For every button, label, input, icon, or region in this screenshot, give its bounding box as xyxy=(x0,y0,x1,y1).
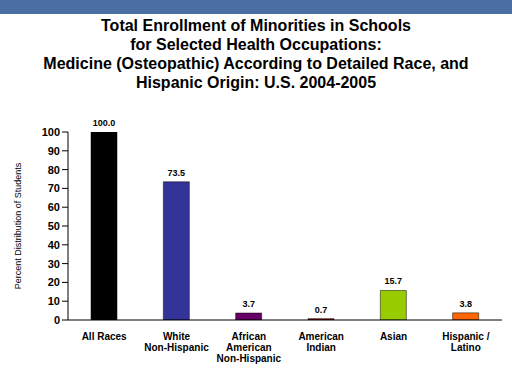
svg-text:100.0: 100.0 xyxy=(93,118,116,128)
svg-text:WhiteNon-Hispanic: WhiteNon-Hispanic xyxy=(144,331,209,353)
svg-text:AfricanAmericanNon-Hispanic: AfricanAmericanNon-Hispanic xyxy=(217,331,282,364)
svg-text:0.7: 0.7 xyxy=(315,305,328,315)
svg-text:60: 60 xyxy=(48,201,60,213)
svg-text:3.8: 3.8 xyxy=(459,299,472,309)
svg-text:10: 10 xyxy=(48,295,60,307)
svg-text:15.7: 15.7 xyxy=(385,276,403,286)
svg-text:0: 0 xyxy=(54,314,60,326)
svg-text:20: 20 xyxy=(48,276,60,288)
html-text:Total Enrollment of Minorities: Total Enrollment of Minorities in School… xyxy=(43,17,469,91)
svg-text:73.5: 73.5 xyxy=(168,168,186,178)
svg-text:80: 80 xyxy=(48,164,60,176)
svg-text:90: 90 xyxy=(48,145,60,157)
svg-text:30: 30 xyxy=(48,258,60,270)
svg-text:Asian: Asian xyxy=(380,331,407,342)
svg-text:All Races: All Races xyxy=(82,331,127,342)
svg-text:50: 50 xyxy=(48,220,60,232)
svg-text:3.7: 3.7 xyxy=(242,299,255,309)
svg-text:100: 100 xyxy=(42,126,60,138)
svg-text:40: 40 xyxy=(48,239,60,251)
svg-text:Percent Distribution of Studen: Percent Distribution of Students xyxy=(13,162,23,289)
svg-text:70: 70 xyxy=(48,182,60,194)
svg-text:AmericanIndian: AmericanIndian xyxy=(298,331,344,353)
svg-text:Hispanic /Latino: Hispanic /Latino xyxy=(442,331,489,353)
